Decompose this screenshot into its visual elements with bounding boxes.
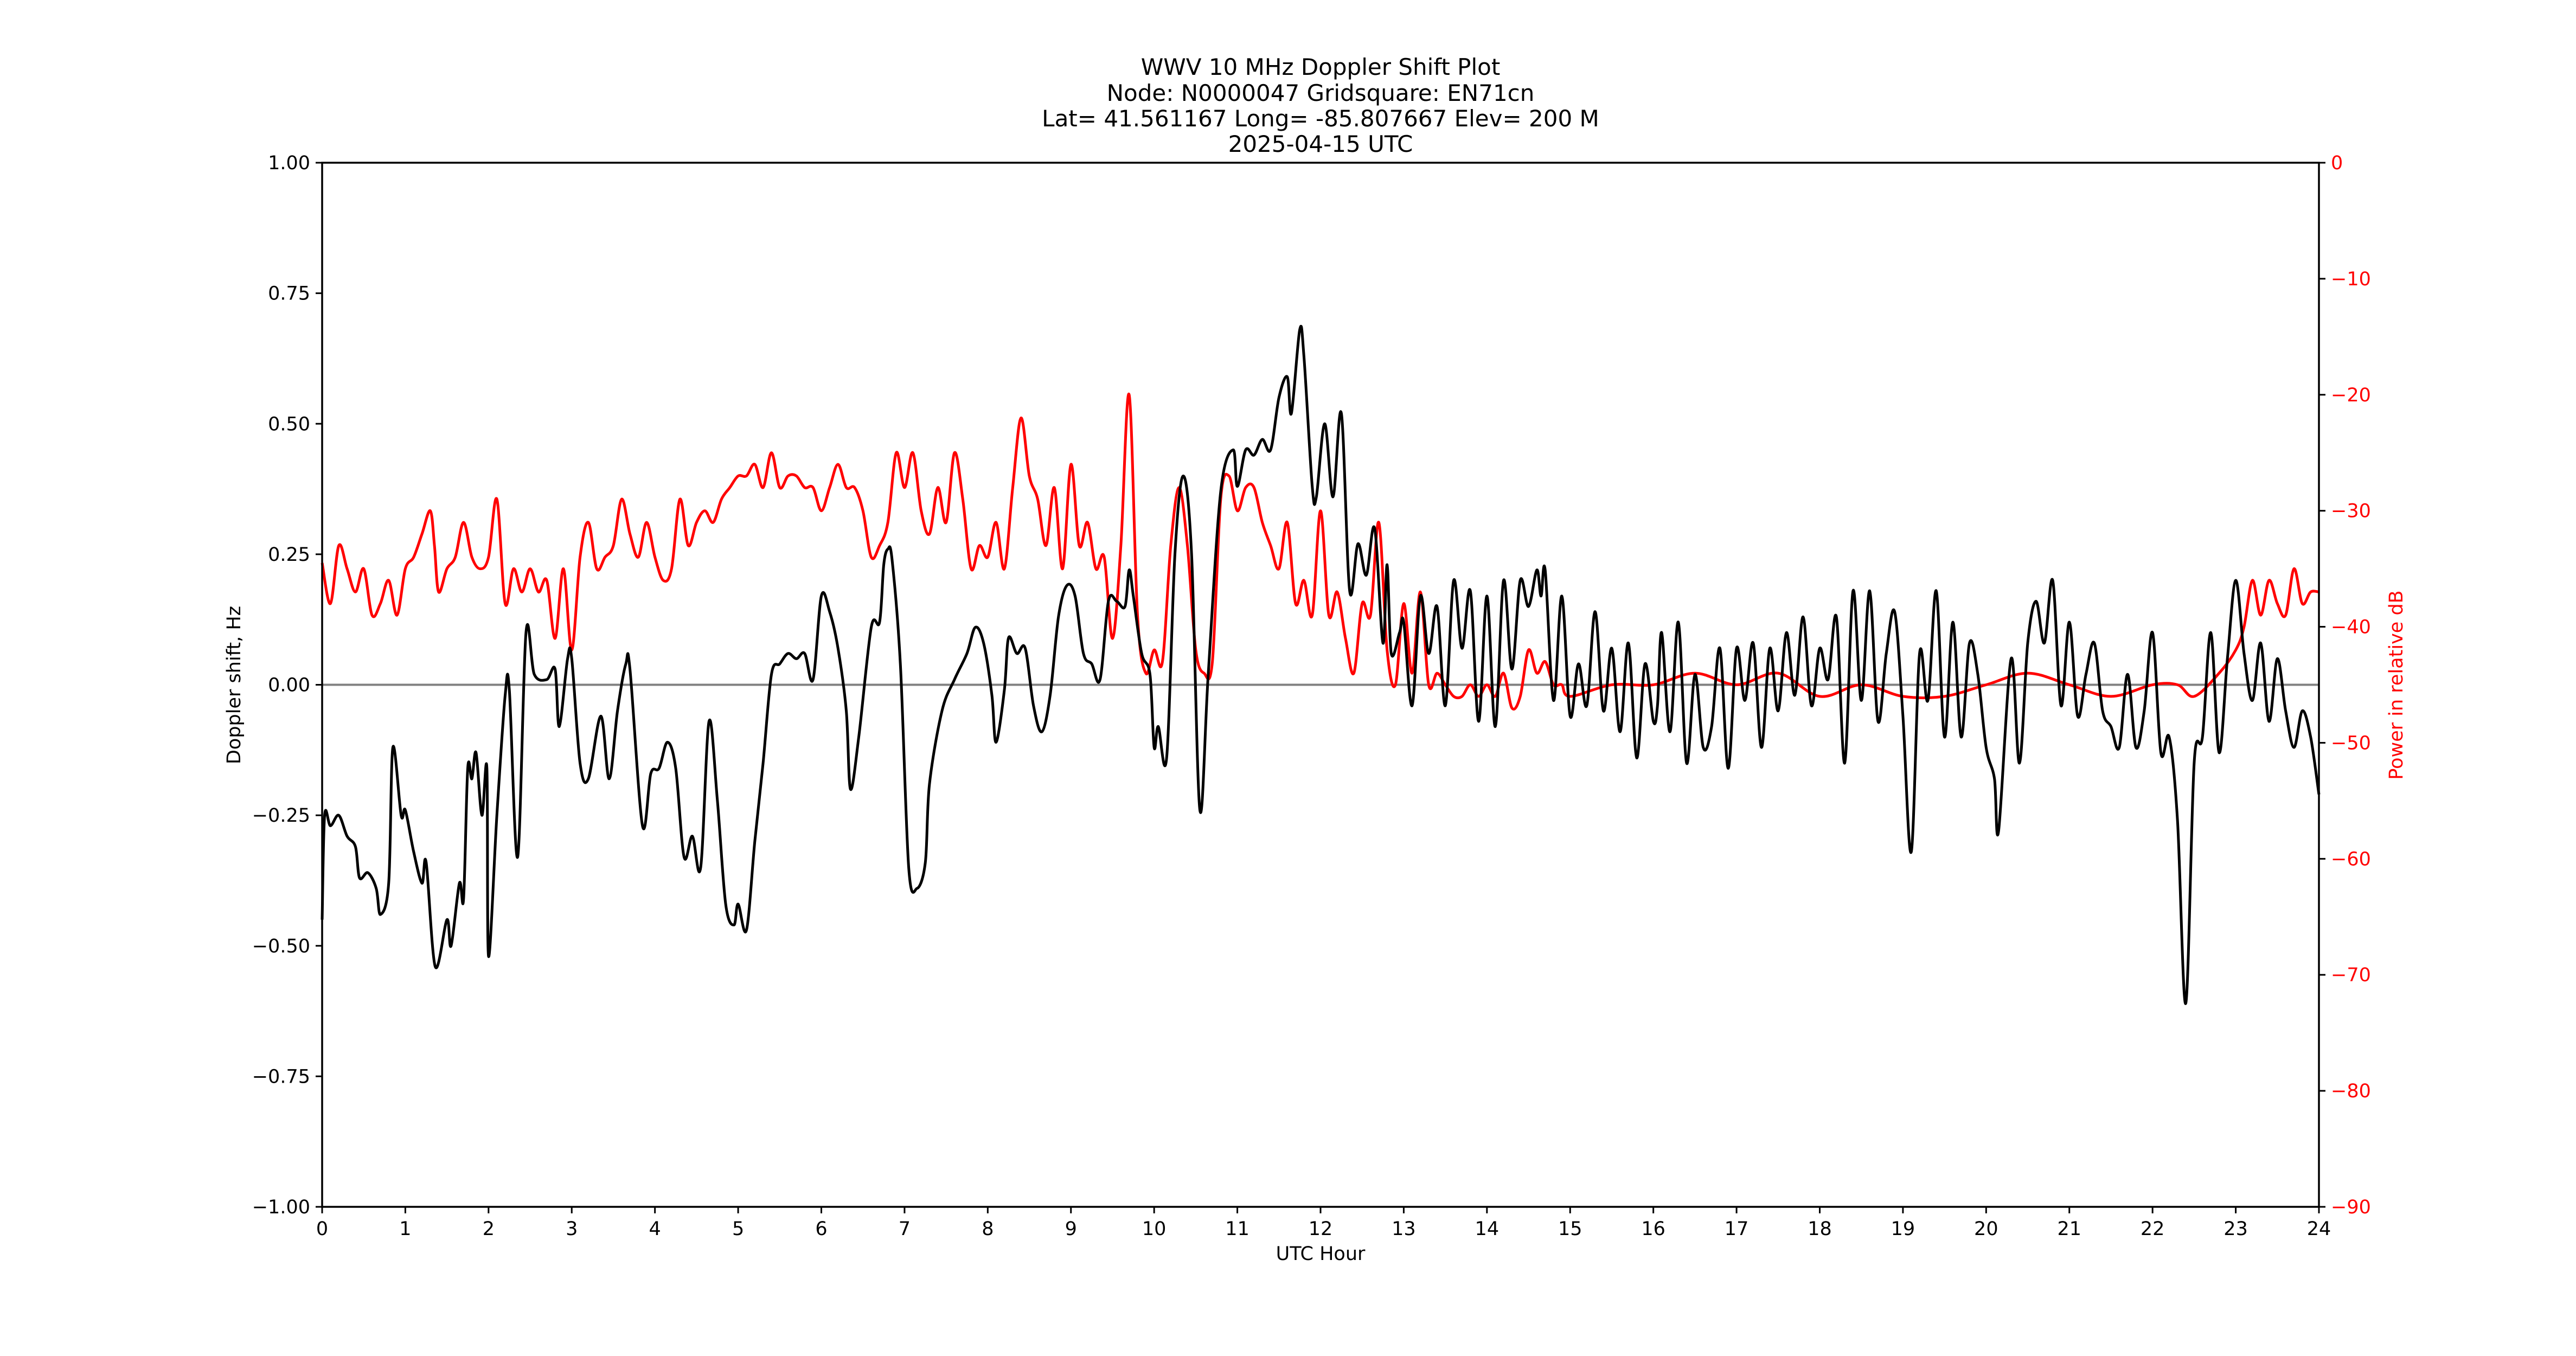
y2-tick-label: −90 bbox=[2331, 1197, 2371, 1218]
x-tick-label: 16 bbox=[1641, 1218, 1665, 1240]
plot-marks bbox=[321, 325, 2321, 1005]
x-tick-label: 21 bbox=[2057, 1218, 2081, 1240]
x-tick-label: 19 bbox=[1891, 1218, 1915, 1240]
x-tick-label: 22 bbox=[2141, 1218, 2165, 1240]
y-axis-label: Doppler shift, Hz bbox=[223, 606, 245, 764]
x-tick-label: 0 bbox=[316, 1218, 328, 1240]
y-tick-label: 0.25 bbox=[268, 544, 310, 566]
x-tick-label: 18 bbox=[1808, 1218, 1832, 1240]
chart-title: WWV 10 MHz Doppler Shift Plot Node: N000… bbox=[1042, 54, 1599, 157]
x-tick-label: 12 bbox=[1309, 1218, 1333, 1240]
y-tick-label: −0.25 bbox=[252, 805, 310, 827]
x-tick-label: 4 bbox=[649, 1218, 661, 1240]
x-tick-label: 8 bbox=[982, 1218, 994, 1240]
x-tick-label: 13 bbox=[1392, 1218, 1416, 1240]
y-tick-label: −0.75 bbox=[252, 1066, 310, 1088]
x-axis-label: UTC Hour bbox=[1276, 1243, 1366, 1265]
x-tick-label: 17 bbox=[1725, 1218, 1749, 1240]
title-line-1: WWV 10 MHz Doppler Shift Plot bbox=[1141, 54, 1501, 80]
y-tick-label: 0.00 bbox=[268, 675, 310, 696]
x-tick-label: 3 bbox=[566, 1218, 578, 1240]
doppler-series-line bbox=[321, 325, 2321, 1005]
y2-tick-label: −40 bbox=[2331, 617, 2371, 638]
x-tick-label: 2 bbox=[483, 1218, 495, 1240]
x-tick-label: 11 bbox=[1225, 1218, 1249, 1240]
x-tick-label: 23 bbox=[2223, 1218, 2248, 1240]
y-tick-label: 0.75 bbox=[268, 283, 310, 305]
axes: 0 1 2 3 4 5 6 7 8 9 10 11 12 13 14 15 16 17 18 19 20 21 22 23 24… bbox=[252, 152, 2371, 1240]
x-tick-label: 7 bbox=[899, 1218, 911, 1240]
x-tick-label: 14 bbox=[1475, 1218, 1500, 1240]
y-tick-label: −0.50 bbox=[252, 936, 310, 957]
x-tick-label: 24 bbox=[2307, 1218, 2331, 1240]
x-tick-label: 5 bbox=[732, 1218, 744, 1240]
y2-tick-label: −50 bbox=[2331, 732, 2371, 754]
x-tick-label: 20 bbox=[1974, 1218, 1998, 1240]
x-tick-label: 6 bbox=[815, 1218, 827, 1240]
y2-tick-label: −20 bbox=[2331, 385, 2371, 406]
y2-tick-label: −60 bbox=[2331, 848, 2371, 870]
y2-tick-label: −30 bbox=[2331, 501, 2371, 522]
title-line-3: Lat= 41.561167 Long= -85.807667 Elev= 20… bbox=[1042, 105, 1599, 132]
y2-tick-label: −80 bbox=[2331, 1080, 2371, 1102]
y-tick-label: 0.50 bbox=[268, 413, 310, 435]
title-line-4: 2025-04-15 UTC bbox=[1228, 131, 1413, 157]
x-tick-label: 9 bbox=[1065, 1218, 1077, 1240]
y-tick-label: 1.00 bbox=[268, 152, 310, 174]
y2-tick-label: −70 bbox=[2331, 964, 2371, 986]
x-tick-label: 1 bbox=[399, 1218, 411, 1240]
x-tick-label: 10 bbox=[1142, 1218, 1167, 1240]
y2-tick-label: −10 bbox=[2331, 268, 2371, 290]
y2-axis-label: Power in relative dB bbox=[2386, 590, 2407, 779]
title-line-2: Node: N0000047 Gridsquare: EN71cn bbox=[1107, 80, 1535, 106]
y2-tick-label: 0 bbox=[2331, 152, 2343, 174]
y-tick-label: −1.00 bbox=[252, 1197, 310, 1218]
x-tick-label: 15 bbox=[1558, 1218, 1582, 1240]
